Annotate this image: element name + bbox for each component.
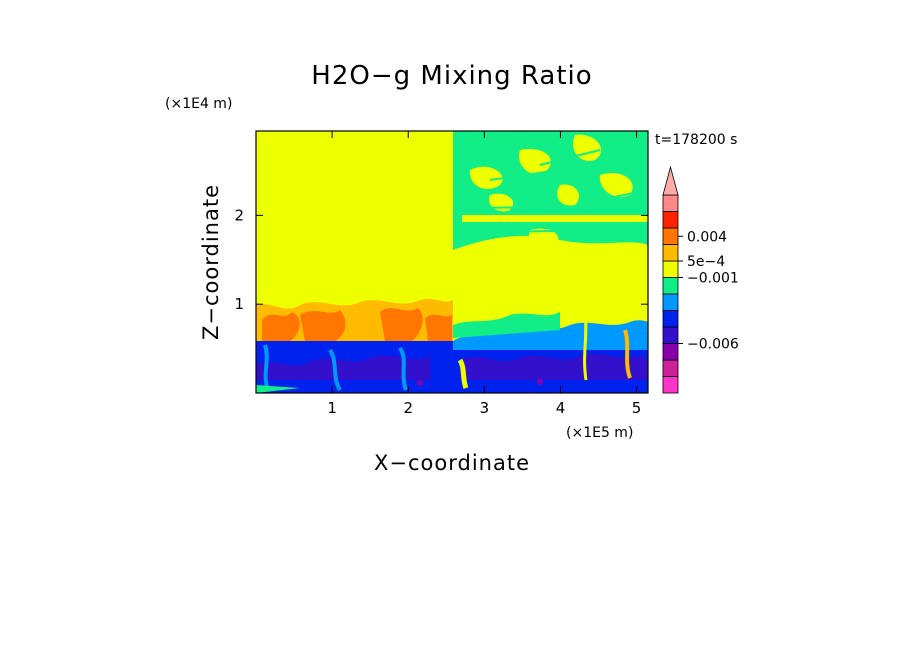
y-tick-label: 1 xyxy=(234,295,244,313)
y-tick-label: 2 xyxy=(234,206,244,224)
colorbar-bin xyxy=(662,277,679,295)
x-tick-label: 1 xyxy=(327,399,337,417)
time-label: t=178200 s xyxy=(655,132,737,148)
y-axis-label: Z−coordinate xyxy=(199,184,223,340)
colorbar-label: −0.006 xyxy=(687,337,739,353)
plot-frame xyxy=(255,130,649,394)
colorbar-label: −0.001 xyxy=(687,271,739,287)
y-axis-ticks: 12 xyxy=(234,206,648,313)
colorbar-bin xyxy=(662,376,679,394)
colorbar-bin xyxy=(662,326,679,344)
colorbar-bin xyxy=(662,310,679,328)
y-axis-unit: (×1E4 m) xyxy=(165,96,232,112)
x-axis-ticks: 1 2 3 4 5 xyxy=(327,131,641,417)
x-tick-label: 3 xyxy=(480,399,490,417)
x-tick-label: 5 xyxy=(632,399,642,417)
green-lines-right xyxy=(469,139,648,233)
chart-title: H2O−g Mixing Ratio xyxy=(311,61,592,91)
colorbar-label: 0.004 xyxy=(687,229,727,245)
colorbar-bin xyxy=(662,244,679,262)
colorbar-bin xyxy=(662,227,679,245)
x-axis-unit: (×1E5 m) xyxy=(566,425,633,441)
colorbar-bin xyxy=(662,260,679,278)
colorbar: 0.004 5e−4−0.001 −0.006 xyxy=(662,165,739,394)
colorbar-extend-arrow xyxy=(662,165,679,196)
lower-structures xyxy=(256,312,648,393)
x-axis-label: X−coordinate xyxy=(374,451,530,475)
colorbar-bin xyxy=(662,293,679,311)
x-tick-label: 4 xyxy=(556,399,566,417)
colorbar-bin xyxy=(662,343,679,361)
colorbar-bin xyxy=(662,359,679,377)
heatmap-field xyxy=(256,131,648,393)
x-tick-label: 2 xyxy=(403,399,413,417)
colorbar-bin xyxy=(662,211,679,229)
colorbar-bin xyxy=(662,194,679,212)
colorbar-label: 5e−4 xyxy=(687,254,725,270)
orange-plumes-left xyxy=(256,298,453,341)
